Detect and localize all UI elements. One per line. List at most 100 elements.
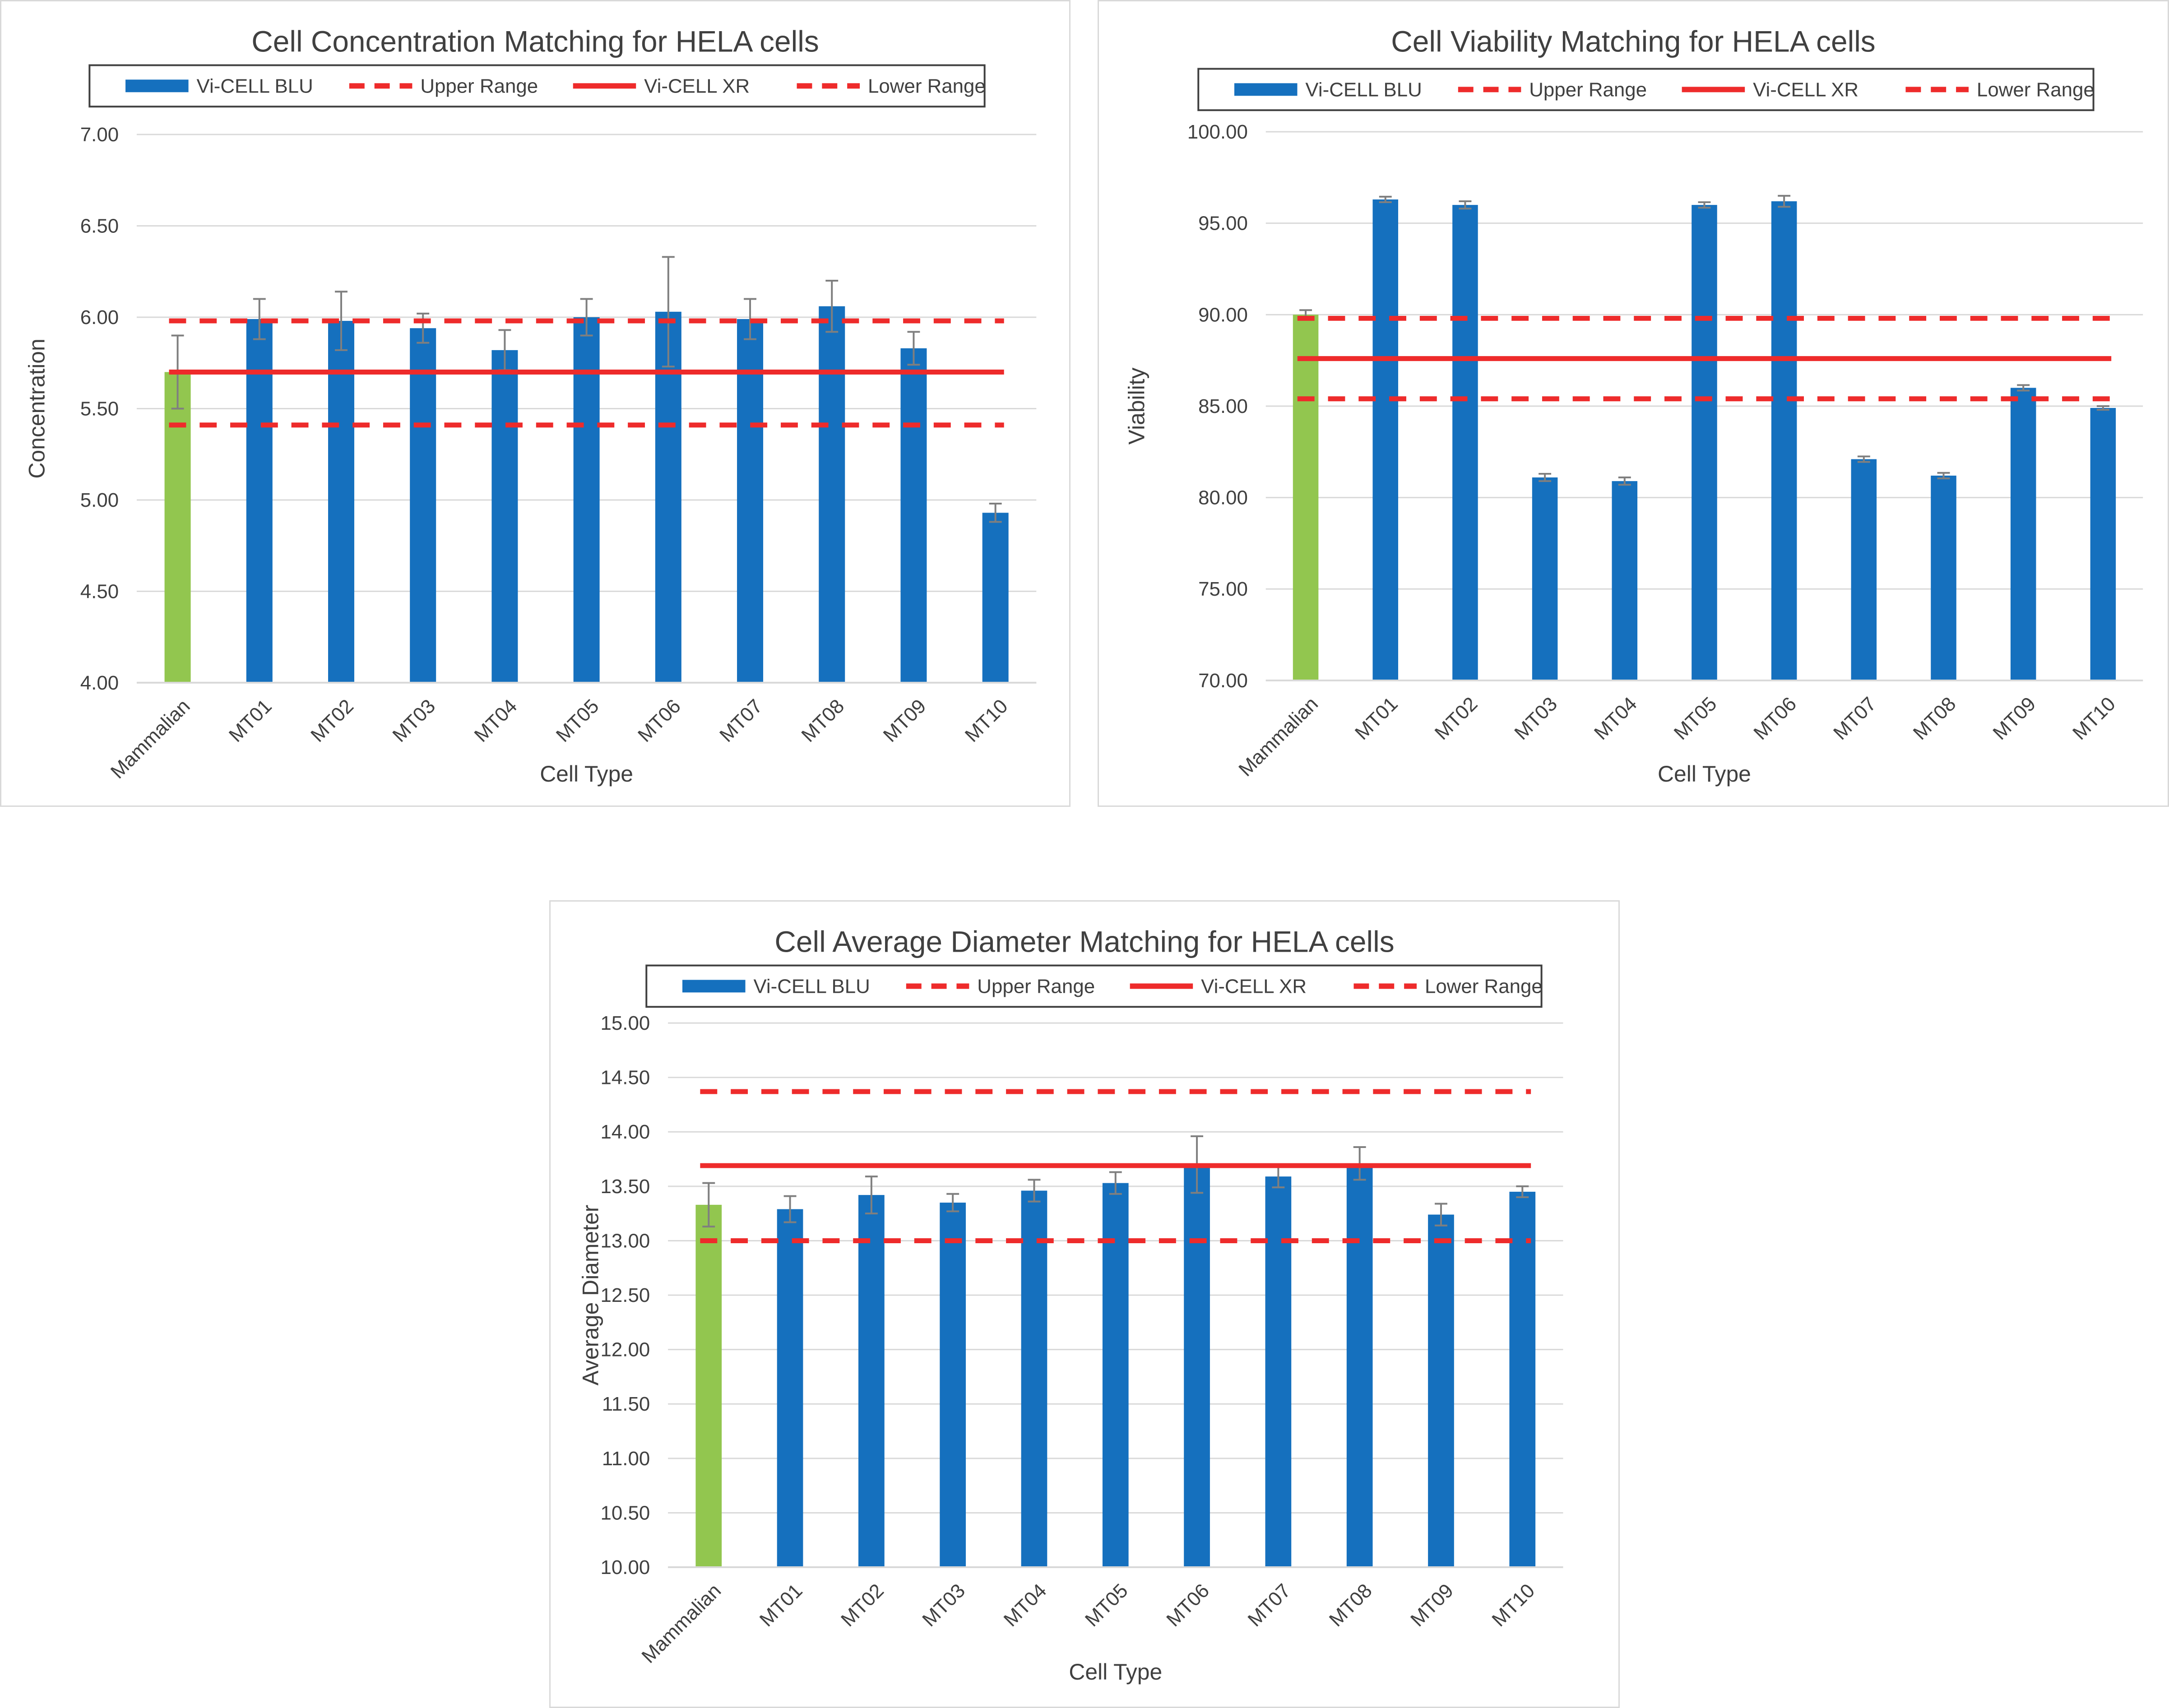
x-tick-label: MT08: [1325, 1579, 1376, 1631]
x-tick-label: MT06: [1749, 693, 1801, 744]
x-tick-label: MT10: [1488, 1579, 1539, 1631]
legend-label: Vi-CELL XR: [1201, 975, 1307, 997]
bar-mammalian: [1293, 315, 1319, 680]
x-tick-label: MT09: [1988, 693, 2040, 744]
x-tick-label: Mammalian: [107, 695, 195, 783]
bar-mt09: [2010, 388, 2036, 680]
bar-mt03: [940, 1203, 966, 1568]
x-axis-title: Cell Type: [1658, 761, 1751, 787]
bar-mt08: [819, 306, 845, 683]
y-tick-label: 14.50: [601, 1067, 650, 1089]
y-tick-label: 100.00: [1187, 121, 1248, 143]
x-tick-label: MT04: [470, 695, 521, 746]
x-tick-label: MT08: [1909, 693, 1960, 744]
y-tick-label: 12.00: [601, 1339, 650, 1361]
x-tick-label: Mammalian: [637, 1579, 725, 1667]
x-tick-label: MT10: [2068, 693, 2120, 744]
x-tick-label: MT05: [1081, 1579, 1132, 1631]
x-tick-label: MT09: [1406, 1579, 1458, 1631]
bar-mt05: [1102, 1183, 1129, 1568]
bar-mt04: [1021, 1190, 1047, 1568]
chart-title: Cell Concentration Matching for HELA cel…: [251, 25, 819, 58]
chart-svg: Cell Average Diameter Matching for HELA …: [578, 925, 1563, 1685]
chart-title: Cell Viability Matching for HELA cells: [1391, 25, 1875, 58]
bar-mt10: [2090, 408, 2116, 680]
y-tick-label: 10.50: [601, 1502, 650, 1524]
bar-mt01: [777, 1209, 803, 1568]
bar-mt02: [858, 1195, 885, 1568]
bar-mt04: [1612, 481, 1638, 680]
x-tick-label: MT06: [634, 695, 685, 746]
x-tick-label: MT02: [306, 695, 358, 746]
x-tick-label: MT03: [388, 695, 440, 746]
bar-mt04: [491, 350, 518, 683]
bar-mt07: [737, 319, 764, 683]
chart-svg: Cell Concentration Matching for HELA cel…: [24, 25, 1037, 787]
x-tick-label: MT07: [1829, 693, 1881, 744]
legend-swatch-vicell-blu: [682, 980, 746, 993]
bar-mammalian: [164, 372, 191, 683]
legend-label: Upper Range: [1529, 79, 1647, 101]
legend-label: Vi-CELL XR: [644, 75, 750, 97]
y-tick-label: 14.00: [601, 1121, 650, 1143]
x-tick-label: MT03: [1510, 693, 1562, 744]
bar-mt06: [1184, 1164, 1210, 1568]
x-tick-label: MT07: [1243, 1579, 1295, 1631]
bar-mt05: [1692, 205, 1717, 680]
y-tick-label: 7.00: [80, 124, 119, 146]
legend-label: Lower Range: [868, 75, 986, 97]
y-axis-title: Average Diameter: [578, 1205, 603, 1386]
legend-label: Vi-CELL XR: [1753, 79, 1858, 101]
bar-mt07: [1265, 1176, 1292, 1568]
legend-label: Vi-CELL BLU: [753, 975, 870, 997]
bar-mt02: [1452, 205, 1478, 680]
legend-label: Upper Range: [977, 975, 1095, 997]
y-tick-label: 4.50: [80, 580, 119, 602]
y-tick-label: 11.00: [602, 1448, 650, 1470]
legend-label: Lower Range: [1977, 79, 2095, 101]
x-tick-label: MT01: [1351, 693, 1402, 744]
y-tick-label: 13.00: [601, 1230, 650, 1252]
x-axis-title: Cell Type: [1069, 1659, 1162, 1685]
legend-label: Lower Range: [1425, 975, 1543, 997]
x-tick-label: MT05: [552, 695, 603, 746]
y-tick-label: 95.00: [1198, 213, 1248, 235]
x-tick-label: Mammalian: [1234, 693, 1322, 781]
bar-mt09: [1428, 1214, 1454, 1568]
y-tick-label: 5.00: [80, 489, 119, 511]
x-axis-title: Cell Type: [540, 761, 633, 787]
y-axis-title: Viability: [1124, 368, 1149, 445]
bar-mt02: [328, 321, 354, 683]
bar-mt03: [410, 328, 436, 683]
bar-mt09: [900, 348, 927, 683]
viability-chart-panel: Cell Viability Matching for HELA cells Vi…: [1098, 0, 2169, 807]
y-tick-label: 12.50: [601, 1284, 650, 1306]
x-tick-label: MT07: [715, 695, 767, 746]
x-tick-label: MT06: [1162, 1579, 1214, 1631]
x-tick-label: MT10: [961, 695, 1012, 746]
bar-mt08: [1346, 1163, 1373, 1568]
x-tick-label: MT02: [837, 1579, 888, 1631]
y-tick-label: 70.00: [1198, 670, 1248, 692]
diameter-chart-panel: Cell Average Diameter Matching for HELA …: [549, 900, 1620, 1708]
y-tick-label: 6.50: [80, 215, 119, 237]
y-tick-label: 80.00: [1198, 487, 1248, 509]
bar-mt10: [1509, 1191, 1536, 1568]
bar-mt07: [1851, 459, 1877, 680]
bar-mt08: [1931, 475, 1956, 680]
bar-mt03: [1532, 477, 1558, 680]
x-tick-label: MT09: [879, 695, 931, 746]
y-tick-label: 75.00: [1198, 578, 1248, 600]
y-tick-label: 15.00: [601, 1012, 650, 1034]
legend-label: Vi-CELL BLU: [1305, 79, 1422, 101]
x-tick-label: MT01: [225, 695, 276, 746]
x-tick-label: MT03: [918, 1579, 969, 1631]
y-tick-label: 90.00: [1198, 304, 1248, 326]
bar-mt01: [1372, 199, 1399, 680]
legend-swatch-vicell-blu: [125, 79, 189, 93]
y-tick-label: 11.50: [602, 1393, 650, 1415]
x-tick-label: MT02: [1431, 693, 1482, 744]
y-tick-label: 13.50: [601, 1176, 650, 1198]
bar-mt05: [573, 317, 600, 683]
chart-svg: Cell Viability Matching for HELA cells Vi…: [1124, 25, 2143, 787]
